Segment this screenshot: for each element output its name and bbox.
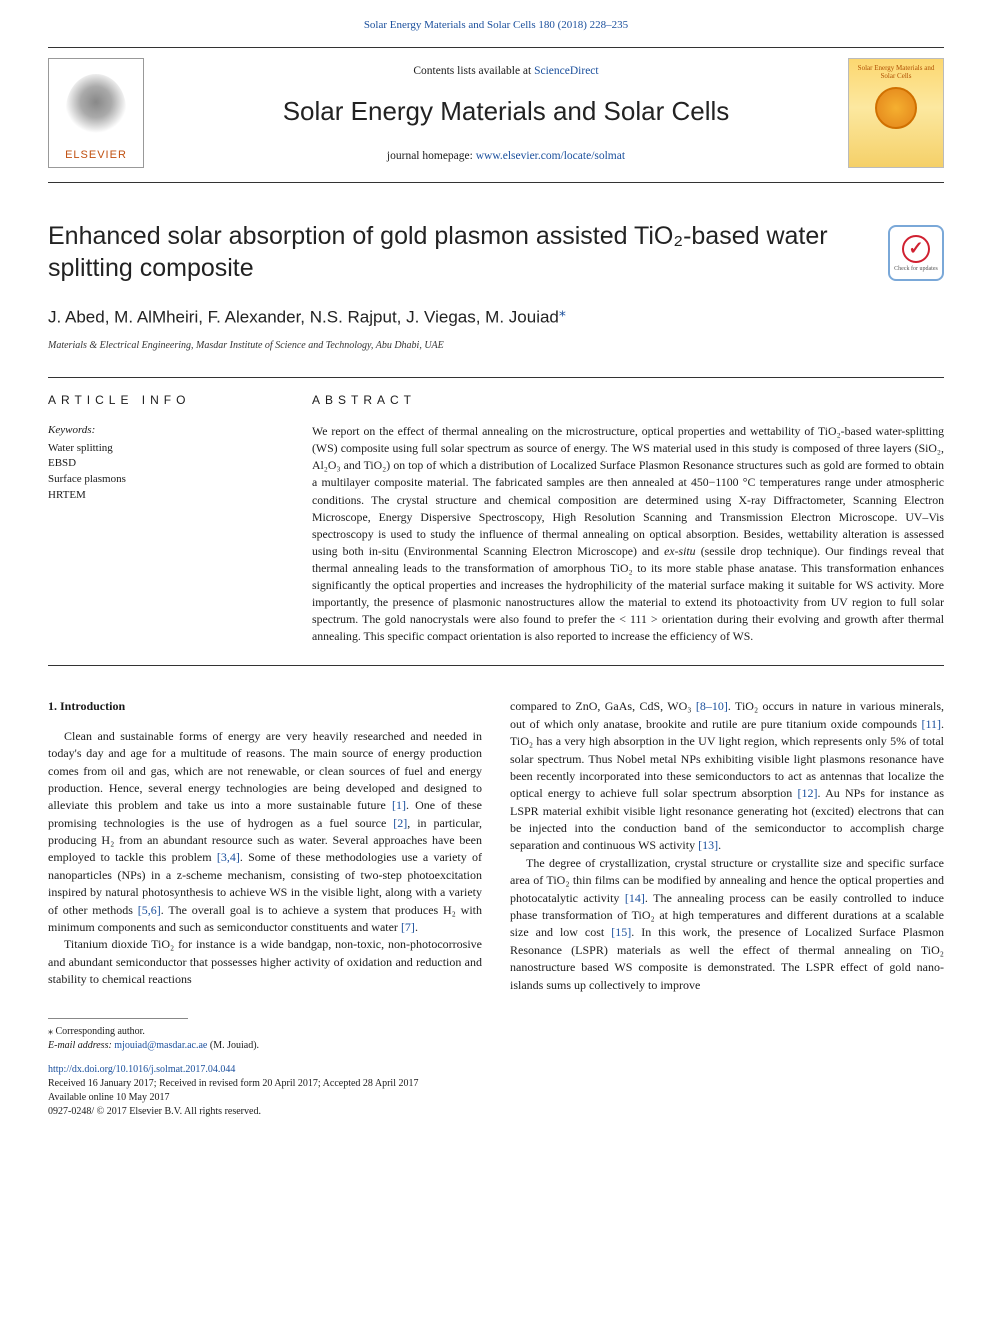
section-divider: [48, 665, 944, 666]
elsevier-tree-icon: [66, 74, 126, 144]
copyright-line: 0927-0248/ © 2017 Elsevier B.V. All righ…: [48, 1105, 944, 1119]
homepage-prefix: journal homepage:: [387, 150, 476, 162]
corresponding-marker: ⁎: [559, 303, 566, 319]
article-area: ✓ Check for updates Enhanced solar absor…: [48, 221, 944, 645]
body-columns: 1. Introduction Clean and sustainable fo…: [48, 698, 944, 994]
article-title: Enhanced solar absorption of gold plasmo…: [48, 221, 944, 284]
received-line: Received 16 January 2017; Received in re…: [48, 1077, 944, 1091]
available-line: Available online 10 May 2017: [48, 1091, 944, 1105]
check-updates-text: Check for updates: [894, 266, 938, 272]
email-label: E-mail address:: [48, 1040, 114, 1051]
elsevier-logo: ELSEVIER: [48, 58, 144, 168]
abstract-heading: ABSTRACT: [312, 392, 944, 409]
top-citation: Solar Energy Materials and Solar Cells 1…: [0, 0, 992, 47]
intro-paragraph-3: compared to ZnO, GaAs, CdS, WO₃ [8–10]. …: [510, 698, 944, 855]
keywords-list: Water splitting EBSD Surface plasmons HR…: [48, 441, 276, 505]
journal-header: ELSEVIER Contents lists available at Sci…: [48, 47, 944, 183]
intro-paragraph-2: Titanium dioxide TiO₂ for instance is a …: [48, 936, 482, 988]
email-line: E-mail address: mjouiad@masdar.ac.ae (M.…: [48, 1039, 944, 1053]
corresponding-author: ⁎ Corresponding author.: [48, 1025, 944, 1039]
left-column: 1. Introduction Clean and sustainable fo…: [48, 698, 482, 994]
footer: ⁎ Corresponding author. E-mail address: …: [48, 1018, 944, 1119]
top-citation-link[interactable]: Solar Energy Materials and Solar Cells 1…: [364, 19, 628, 31]
contents-list-line: Contents lists available at ScienceDirec…: [164, 63, 848, 79]
abstract-text: We report on the effect of thermal annea…: [312, 423, 944, 645]
authors: J. Abed, M. AlMheiri, F. Alexander, N.S.…: [48, 308, 559, 327]
intro-heading: 1. Introduction: [48, 698, 482, 715]
journal-homepage-line: journal homepage: www.elsevier.com/locat…: [164, 148, 848, 164]
journal-cover-thumb: Solar Energy Materials and Solar Cells: [848, 58, 944, 168]
contents-prefix: Contents lists available at: [413, 65, 534, 77]
email-link[interactable]: mjouiad@masdar.ac.ae: [114, 1040, 207, 1051]
cover-sun-icon: [875, 87, 917, 129]
doi-link[interactable]: http://dx.doi.org/10.1016/j.solmat.2017.…: [48, 1064, 235, 1075]
sciencedirect-link[interactable]: ScienceDirect: [534, 65, 599, 77]
header-center: Contents lists available at ScienceDirec…: [164, 63, 848, 164]
intro-paragraph-1: Clean and sustainable forms of energy ar…: [48, 728, 482, 937]
email-suffix: (M. Jouiad).: [207, 1040, 259, 1051]
info-abstract-row: ARTICLE INFO Keywords: Water splitting E…: [48, 377, 944, 645]
keywords-label: Keywords:: [48, 423, 276, 438]
check-mark-icon: ✓: [902, 235, 930, 263]
article-info-heading: ARTICLE INFO: [48, 392, 276, 409]
intro-paragraph-4: The degree of crystallization, crystal s…: [510, 855, 944, 994]
journal-name: Solar Energy Materials and Solar Cells: [164, 93, 848, 129]
elsevier-label: ELSEVIER: [65, 148, 127, 163]
abstract-column: ABSTRACT We report on the effect of ther…: [312, 378, 944, 645]
article-info-column: ARTICLE INFO Keywords: Water splitting E…: [48, 378, 276, 645]
right-column: compared to ZnO, GaAs, CdS, WO₃ [8–10]. …: [510, 698, 944, 994]
authors-line: J. Abed, M. AlMheiri, F. Alexander, N.S.…: [48, 302, 944, 329]
homepage-link[interactable]: www.elsevier.com/locate/solmat: [476, 150, 625, 162]
affiliation: Materials & Electrical Engineering, Masd…: [48, 339, 944, 353]
footer-divider: [48, 1018, 188, 1019]
cover-title: Solar Energy Materials and Solar Cells: [853, 65, 939, 80]
check-updates-badge[interactable]: ✓ Check for updates: [888, 225, 944, 281]
